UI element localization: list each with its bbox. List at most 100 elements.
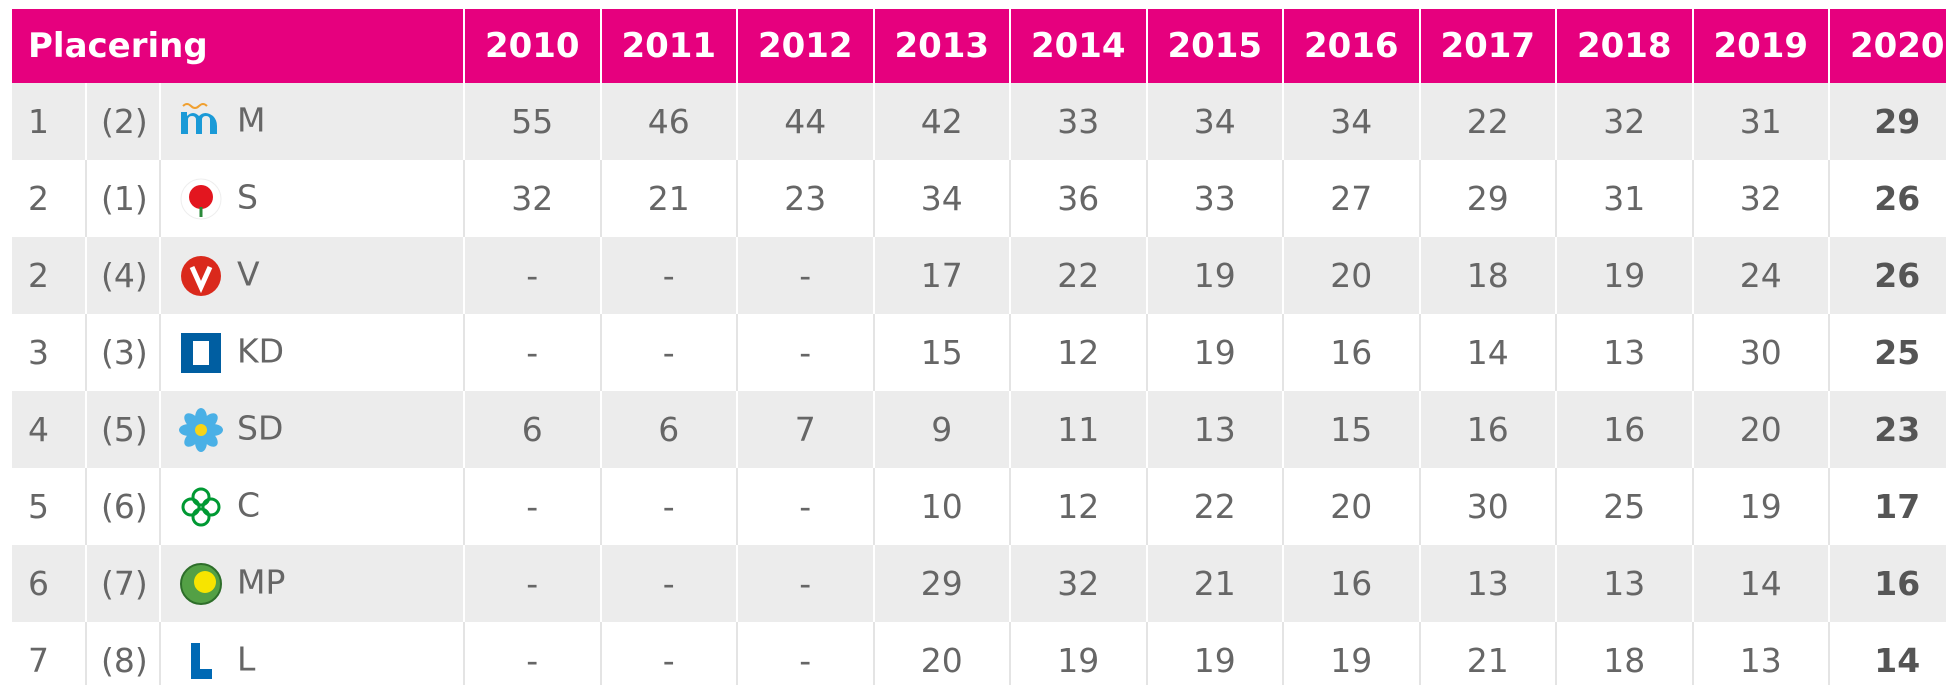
- value-cell: 19: [1556, 237, 1694, 314]
- logo-sd: [179, 407, 223, 452]
- party-name: SD: [237, 408, 284, 447]
- value-cell: -: [737, 622, 875, 685]
- party-logo: [180, 178, 222, 219]
- value-cell: -: [600, 468, 739, 545]
- value-cell: 25: [1556, 468, 1694, 545]
- logo-v: [181, 255, 221, 296]
- table-row: 6 (7) MP - - -29 32 21 16 13 13 14 16: [12, 545, 1946, 622]
- value-cell: 42: [873, 83, 1012, 160]
- table-row: 3 (3) KD - - -15 12 19 16 14 13 30 25: [12, 314, 1946, 391]
- leaf: [201, 497, 221, 516]
- value-cell: -: [600, 314, 739, 391]
- value-cell: 22: [1146, 468, 1285, 545]
- party-name: L: [237, 639, 256, 678]
- value-cell: -: [464, 237, 602, 314]
- value-cell: 26: [1829, 237, 1946, 314]
- value-cell: 16: [1283, 545, 1421, 622]
- rank: 1: [12, 83, 87, 160]
- value-cell: 15: [873, 314, 1012, 391]
- value-cell: 23: [1829, 391, 1946, 468]
- value-cell: 14: [1829, 622, 1946, 685]
- value-cell: 9: [873, 391, 1012, 468]
- value-cell: 19: [1146, 622, 1285, 685]
- value-cell: 22: [1419, 83, 1558, 160]
- value-cell: 13: [1146, 391, 1285, 468]
- value-cell: 21: [1419, 622, 1558, 685]
- value-cell: 14: [1419, 314, 1558, 391]
- rank: 2: [12, 237, 87, 314]
- value-cell: 30: [1692, 314, 1831, 391]
- leaf: [181, 497, 201, 516]
- value-cell: 10: [873, 468, 1012, 545]
- value-cell: 13: [1556, 314, 1694, 391]
- leaf: [191, 487, 211, 506]
- rank: 7: [12, 622, 87, 685]
- value-cell: 34: [1283, 83, 1421, 160]
- rank: 4: [12, 391, 87, 468]
- value-cell: 34: [1146, 83, 1285, 160]
- logo-m-accent: [182, 102, 208, 109]
- logo-l: [191, 642, 212, 679]
- value-cell: 6: [464, 391, 602, 468]
- value-cell: 32: [1556, 83, 1694, 160]
- value-cell: 31: [1692, 83, 1831, 160]
- value-cell: -: [737, 314, 875, 391]
- value-cell: 13: [1419, 545, 1558, 622]
- value-cell: 46: [600, 83, 739, 160]
- party-logo: [181, 332, 221, 373]
- party-logo: [191, 642, 212, 679]
- rank: 2: [12, 160, 87, 237]
- logo-sd-center: [195, 423, 207, 436]
- header-placering: Placering: [12, 9, 466, 83]
- value-cell: 12: [1010, 468, 1148, 545]
- value-cell: 13: [1692, 622, 1831, 685]
- logo-mp-flower: [194, 570, 216, 593]
- value-cell: 20: [1283, 468, 1421, 545]
- value-cell: 20: [1692, 391, 1831, 468]
- party-logo: [181, 102, 217, 134]
- header-year: 2015: [1146, 9, 1285, 83]
- party-cell: C: [160, 468, 466, 545]
- rank: 6: [12, 545, 87, 622]
- value-cell: -: [600, 237, 739, 314]
- party-logo: [179, 407, 223, 452]
- logo-kd-inner: [193, 340, 209, 365]
- value-cell: 7: [737, 391, 875, 468]
- value-cell: -: [600, 545, 739, 622]
- value-cell: 19: [1146, 314, 1285, 391]
- value-cell: 30: [1419, 468, 1558, 545]
- party-cell: KD: [160, 314, 466, 391]
- previous-rank: (8): [86, 622, 161, 685]
- value-cell: 33: [1146, 160, 1285, 237]
- logo-c: [181, 487, 221, 526]
- value-cell: -: [464, 468, 602, 545]
- header-year: 2017: [1419, 9, 1558, 83]
- party-logo: [181, 255, 221, 296]
- value-cell: 16: [1283, 314, 1421, 391]
- value-cell: -: [737, 468, 875, 545]
- header-year: 2018: [1556, 9, 1694, 83]
- value-cell: 16: [1829, 545, 1946, 622]
- value-cell: 20: [1283, 237, 1421, 314]
- previous-rank: (3): [86, 314, 161, 391]
- value-cell: 33: [1010, 83, 1148, 160]
- value-cell: 19: [1283, 622, 1421, 685]
- value-cell: 29: [1829, 83, 1946, 160]
- value-cell: 29: [873, 545, 1012, 622]
- value-cell: 21: [1146, 545, 1285, 622]
- value-cell: 18: [1556, 622, 1694, 685]
- party-cell: V: [160, 237, 466, 314]
- value-cell: 17: [1829, 468, 1946, 545]
- party-logo: [181, 487, 221, 526]
- value-cell: 31: [1556, 160, 1694, 237]
- logo-m: [181, 111, 217, 134]
- party-name: KD: [237, 331, 285, 370]
- party-cell: L: [160, 622, 466, 685]
- previous-rank: (1): [86, 160, 161, 237]
- header-row: Placering 2010 2011 2012 2013 2014 2015 2016 201…: [12, 9, 1946, 83]
- header-year: 2016: [1283, 9, 1421, 83]
- header-year: 2020: [1829, 9, 1946, 83]
- party-logo: [180, 562, 222, 605]
- party-cell: SD: [160, 391, 466, 468]
